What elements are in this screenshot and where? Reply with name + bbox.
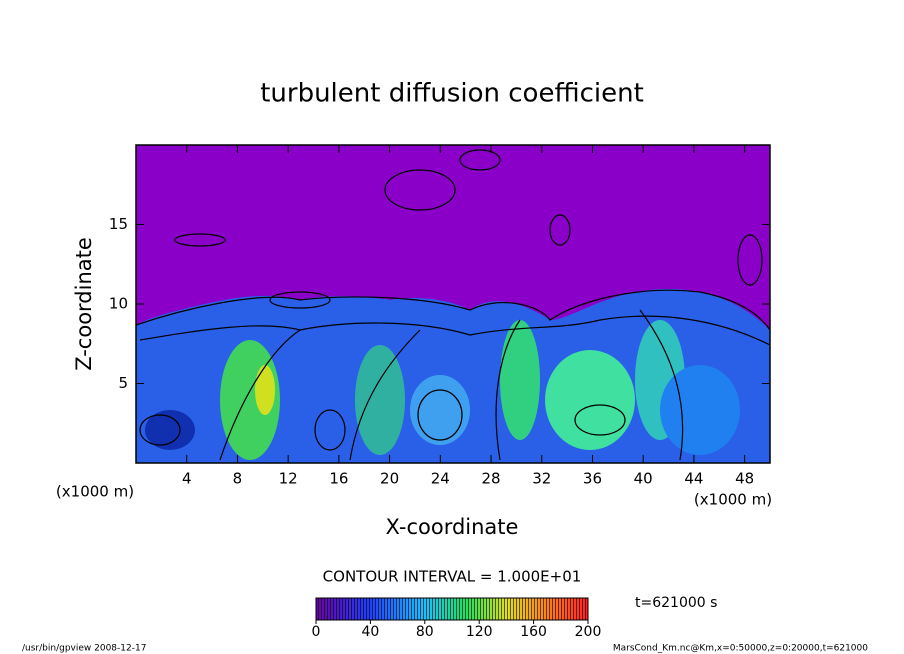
footer-right: MarsCond_Km.nc@Km,x=0:50000,z=0:20000,t=… [613, 644, 868, 654]
x-tick-label: 8 [233, 470, 243, 488]
x-tick-label: 16 [329, 470, 348, 488]
colorbar-tick-label: 120 [466, 624, 493, 640]
colorbar-tick-label: 160 [520, 624, 547, 640]
colorbar-tick-label: 200 [575, 624, 602, 640]
x-tick-label: 44 [684, 470, 703, 488]
y-axis-label: Z-coordinate [72, 237, 96, 371]
colorbar-tick-label: 0 [312, 624, 321, 640]
chart-title: turbulent diffusion coefficient [260, 79, 644, 109]
contour-interval: CONTOUR INTERVAL = 1.000E+01 [323, 568, 582, 586]
x-tick-label: 20 [380, 470, 399, 488]
x-tick-label: 48 [735, 470, 754, 488]
x-axis-label: X-coordinate [386, 515, 519, 539]
y-tick-label: 10 [109, 295, 128, 313]
footer-left: /usr/bin/gpview 2008-12-17 [22, 644, 146, 654]
y-unit-label: (x1000 m) [56, 483, 134, 501]
x-unit-label: (x1000 m) [694, 491, 772, 509]
colorbar-tick-label: 40 [361, 624, 379, 640]
time-label: t=621000 s [635, 595, 717, 611]
contour-field [136, 145, 770, 463]
y-tick-label: 5 [118, 374, 128, 392]
x-tick-label: 36 [583, 470, 602, 488]
x-tick-label: 24 [431, 470, 450, 488]
colorbar-frame [315, 597, 589, 621]
x-tick-label: 4 [182, 470, 192, 488]
y-tick-label: 15 [109, 215, 128, 233]
x-tick-label: 32 [532, 470, 551, 488]
colorbar-tick-label: 80 [416, 624, 434, 640]
x-tick-label: 28 [481, 470, 500, 488]
x-tick-label: 12 [279, 470, 298, 488]
x-tick-label: 40 [634, 470, 653, 488]
